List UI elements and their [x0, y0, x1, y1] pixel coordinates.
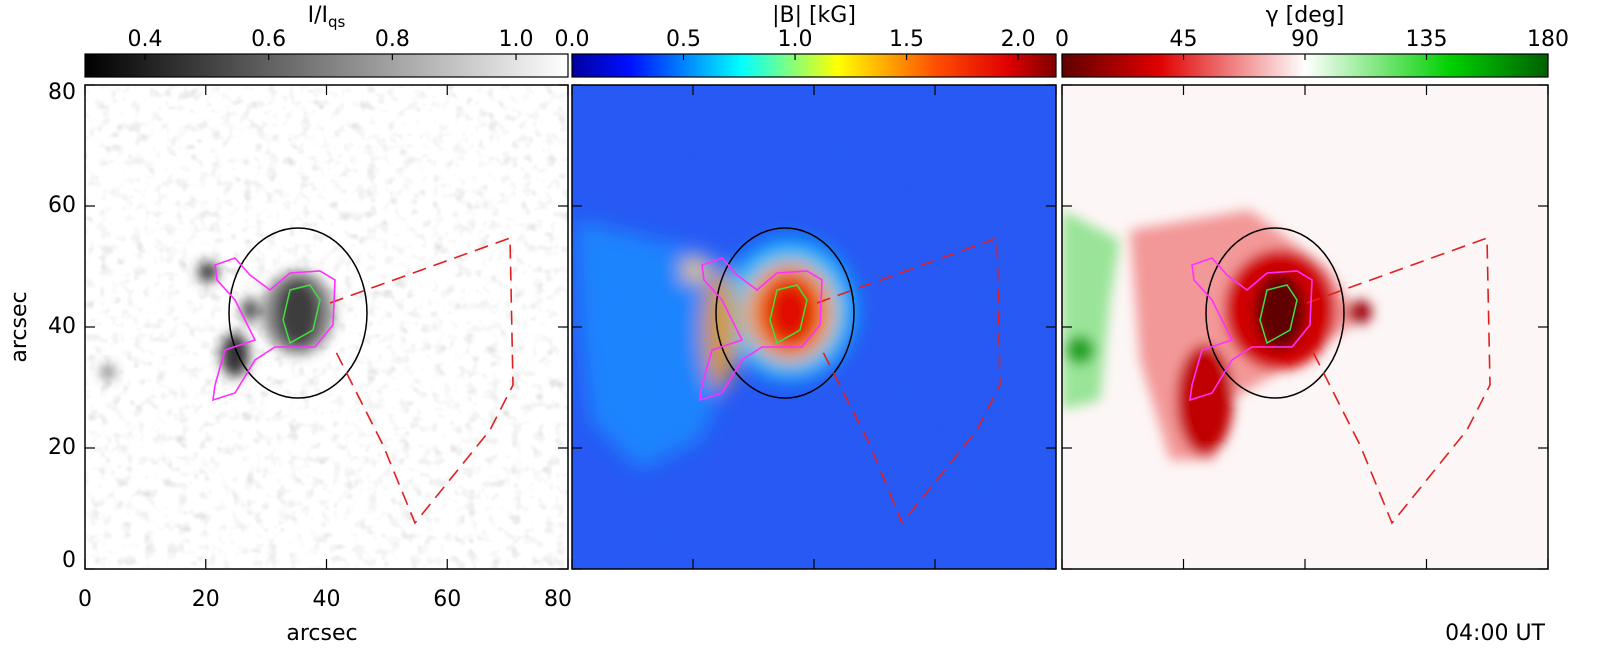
colorbar-tick-label: 0.0: [555, 27, 590, 52]
y-tick-label: 0: [62, 548, 76, 573]
timestamp: 04:00 UT: [1445, 621, 1545, 646]
colorbar: [84, 53, 569, 78]
field-map: [572, 85, 1056, 569]
colorbar-tick-label: 1.5: [889, 27, 924, 52]
intensity-map: [85, 85, 568, 569]
y-tick-label: 80: [48, 80, 76, 105]
colorbar-label-text: |B| [kG]: [772, 3, 856, 28]
colorbar-tick-label: 90: [1291, 27, 1319, 52]
colorbar-label: I/Iqs: [308, 3, 346, 31]
colorbar-tick-label: 0.8: [375, 27, 410, 52]
colorbar-tick-label: 1.0: [499, 27, 534, 52]
y-tick-label: 20: [48, 435, 76, 460]
colorbar: [571, 53, 1057, 78]
colorbar-tick-label: 45: [1170, 27, 1198, 52]
colorbar-tick-label: 0.5: [666, 27, 701, 52]
x-tick-label: 0: [78, 587, 92, 612]
colorbar-tick-label: 135: [1406, 27, 1448, 52]
colorbar-label-sub: qs: [328, 13, 346, 31]
y-tick-label: 60: [48, 193, 76, 218]
colorbar-label-text: γ [deg]: [1266, 3, 1345, 28]
x-axis-label: arcsec: [286, 621, 357, 646]
inclination-map: [1062, 85, 1548, 569]
y-tick-label: 40: [48, 314, 76, 339]
y-axis-label: arcsec: [7, 291, 32, 362]
x-tick-label: 20: [192, 587, 220, 612]
colorbar-label: |B| [kG]: [772, 3, 856, 28]
x-tick-label: 80: [544, 587, 572, 612]
colorbar-tick-label: 2.0: [1001, 27, 1036, 52]
colorbar-tick-label: 0.4: [127, 27, 162, 52]
x-tick-label: 60: [433, 587, 461, 612]
colorbar-label: γ [deg]: [1266, 3, 1345, 28]
colorbar-tick-label: 180: [1527, 27, 1569, 52]
colorbar-tick-label: 0.6: [251, 27, 286, 52]
x-tick-label: 40: [313, 587, 341, 612]
colorbar-tick-label: 1.0: [778, 27, 813, 52]
colorbar-tick-label: 0: [1055, 27, 1069, 52]
colorbar-label-text: I/I: [308, 3, 328, 28]
